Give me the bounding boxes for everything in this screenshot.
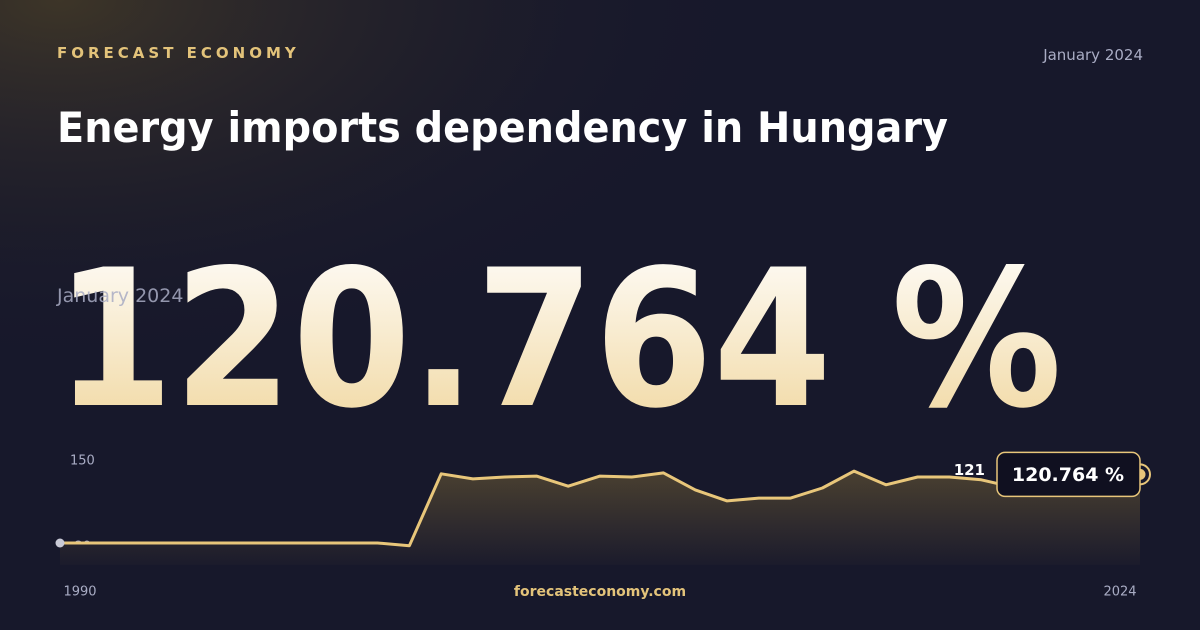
x-tick-label: 1990 [63,585,96,600]
footer: forecasteconomy.com [514,584,686,600]
headline-date: January 2024 [56,285,183,307]
line [60,469,1141,548]
headline-value: 120.764 % [55,229,1062,450]
y-tick-label: 150 [70,454,95,469]
chart: -2915019902024120.764 %121 [55,451,1151,600]
brand: FORECAST ECONOMY [57,44,300,62]
end-label: 121 [954,461,985,479]
date: January 2024 [1042,46,1143,64]
callout-value: 120.764 % [1012,464,1124,486]
callout-box [996,451,1141,498]
start-point [55,538,65,548]
area [60,471,1140,565]
title: Energy imports dependency in Hungary [57,103,948,152]
x-tick-label: 2024 [1103,585,1136,600]
